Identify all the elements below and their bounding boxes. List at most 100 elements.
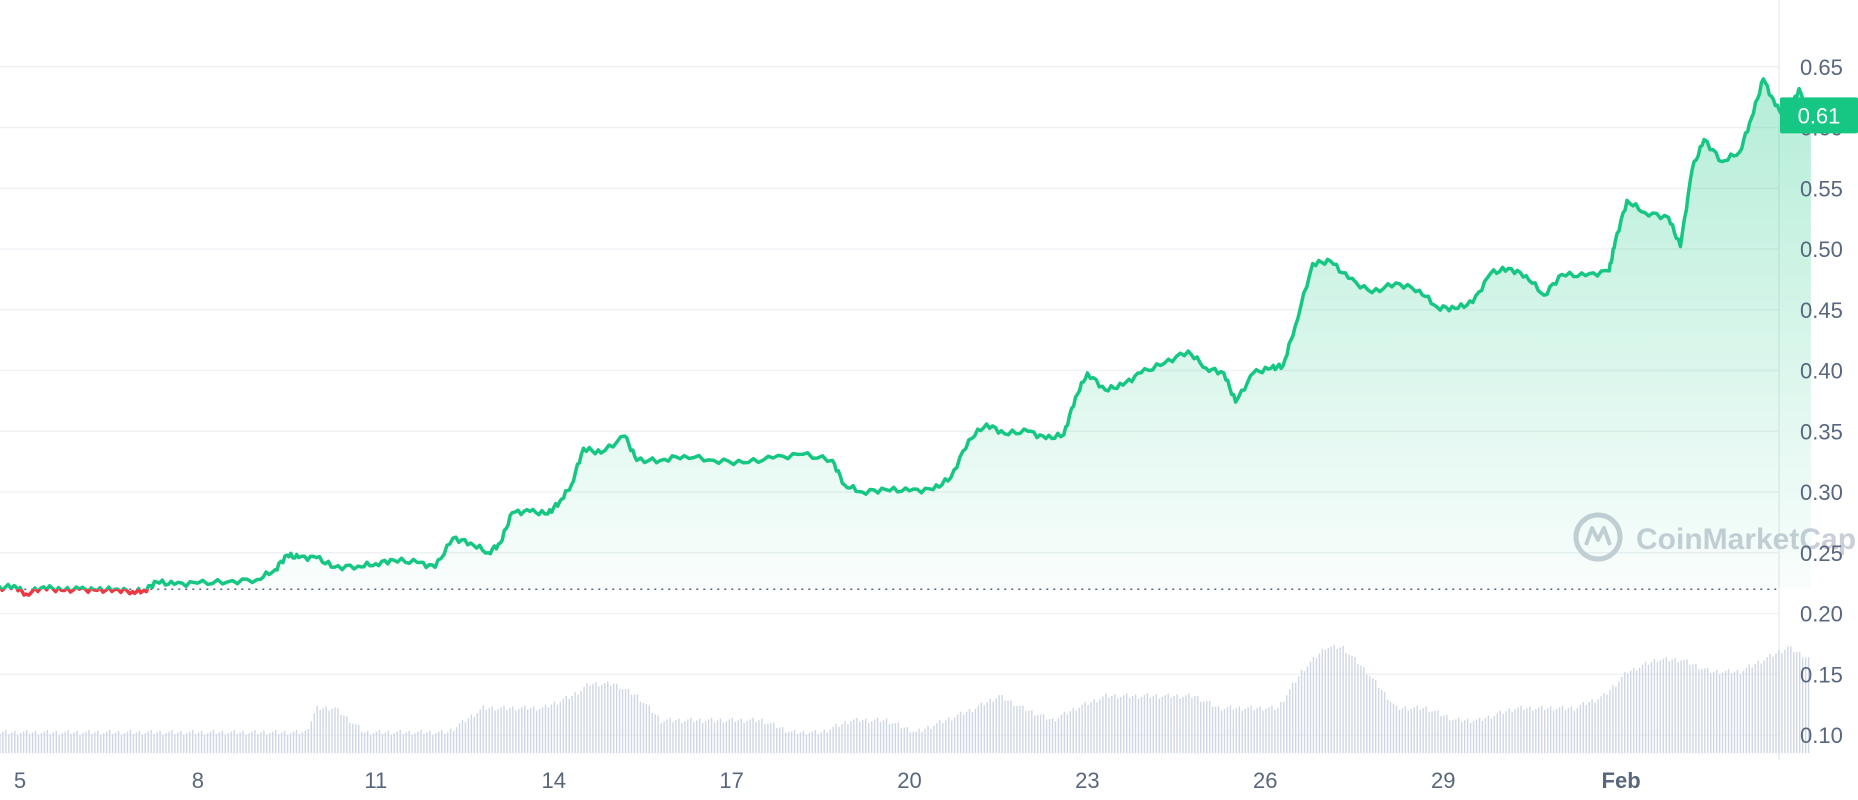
volume-bar [885, 718, 888, 754]
volume-bar [1549, 706, 1552, 754]
volume-bar [796, 734, 799, 754]
volume-bar [663, 721, 665, 754]
volume-bar [1686, 659, 1688, 754]
volume-bar [610, 685, 612, 754]
volume-bar [835, 723, 837, 754]
volume-bar [1698, 669, 1700, 754]
volume-bar [693, 721, 695, 754]
volume-bar [1034, 715, 1036, 754]
volume-bar [1309, 661, 1312, 754]
volume-bar [1185, 695, 1187, 754]
volume-bar [227, 733, 229, 754]
volume-bar [411, 735, 413, 754]
volume-bar [120, 735, 123, 754]
volume-bar [1294, 682, 1297, 754]
x-tick-label: 14 [541, 768, 565, 793]
volume-bar [1638, 667, 1641, 754]
volume-bar [1398, 709, 1401, 754]
volume-bar [248, 733, 250, 754]
volume-bar [752, 717, 754, 754]
volume-bar [1327, 648, 1329, 754]
volume-bar [841, 723, 843, 754]
volume-bar [953, 717, 956, 754]
volume-bar [509, 708, 511, 754]
y-tick-label: 0.50 [1800, 237, 1843, 262]
volume-bar [1256, 708, 1258, 754]
x-tick-label: 17 [719, 768, 743, 793]
volume-bar [518, 708, 520, 754]
volume-bar [464, 721, 467, 754]
volume-bar [328, 710, 330, 754]
volume-bar [1576, 707, 1579, 754]
volume-bar [541, 707, 544, 754]
volume-bar [604, 682, 606, 754]
volume-bar [690, 717, 692, 754]
volume-bar [76, 730, 78, 754]
volume-bar [1701, 668, 1703, 754]
volume-bar [586, 683, 588, 754]
volume-bar [331, 708, 333, 754]
volume-bar [1564, 709, 1567, 754]
volume-bar [269, 733, 271, 754]
volume-bar [1502, 713, 1504, 754]
volume-bar [307, 728, 310, 754]
volume-bar [675, 720, 677, 754]
volume-bar [968, 708, 971, 754]
volume-bar [1413, 707, 1415, 754]
volume-bar [310, 721, 312, 754]
volume-bar [725, 721, 728, 754]
current-price-value: 0.61 [1798, 103, 1841, 128]
volume-bar [1182, 696, 1184, 754]
volume-bar [150, 729, 152, 754]
volume-bar [177, 732, 179, 754]
volume-bar [369, 735, 372, 754]
volume-bar [319, 709, 321, 754]
volume-bar [1060, 714, 1063, 754]
volume-bar [1621, 676, 1623, 754]
volume-bar [900, 728, 903, 754]
volume-bar [1579, 704, 1581, 754]
volume-bar [1713, 671, 1715, 754]
volume-bar [1081, 704, 1083, 754]
volume-bar [873, 719, 876, 754]
volume-bar [399, 729, 401, 754]
volume-bar [817, 734, 819, 754]
volume-bar [716, 720, 719, 754]
volume-bar [1647, 664, 1650, 754]
volume-bar [1707, 667, 1709, 754]
volume-bar [1704, 668, 1706, 754]
volume-bar [959, 711, 962, 754]
volume-bar [126, 731, 129, 754]
volume-bar [1431, 711, 1433, 754]
volume-bar [17, 735, 19, 754]
volume-bar [443, 734, 446, 754]
volume-bar [1526, 708, 1528, 754]
y-tick-label: 0.40 [1800, 359, 1843, 384]
volume-bar [701, 722, 704, 754]
volume-bar [1692, 664, 1694, 754]
volume-bar [1757, 660, 1759, 754]
volume-bar [1472, 721, 1475, 754]
y-tick-label: 0.65 [1800, 55, 1843, 80]
volume-bar [538, 708, 541, 754]
volume-bar [1096, 702, 1098, 754]
volume-bar [989, 698, 991, 754]
volume-bar [194, 734, 197, 754]
volume-bar [1437, 710, 1439, 754]
volume-bar [479, 709, 481, 754]
volume-bar [1090, 702, 1092, 754]
volume-bar [1333, 644, 1335, 754]
volume-bar [856, 717, 858, 754]
volume-bar [1075, 710, 1077, 754]
volume-bar [669, 717, 671, 754]
volume-bar [1188, 693, 1190, 754]
volume-bar [1677, 662, 1679, 754]
volume-bar [426, 732, 428, 754]
volume-bar [1612, 685, 1614, 754]
volume-bar [1627, 673, 1629, 754]
volume-bar [1751, 667, 1753, 754]
volume-bar [728, 719, 731, 754]
volume-bar [980, 702, 983, 754]
volume-bar [1671, 659, 1673, 754]
volume-bar [1321, 648, 1324, 754]
